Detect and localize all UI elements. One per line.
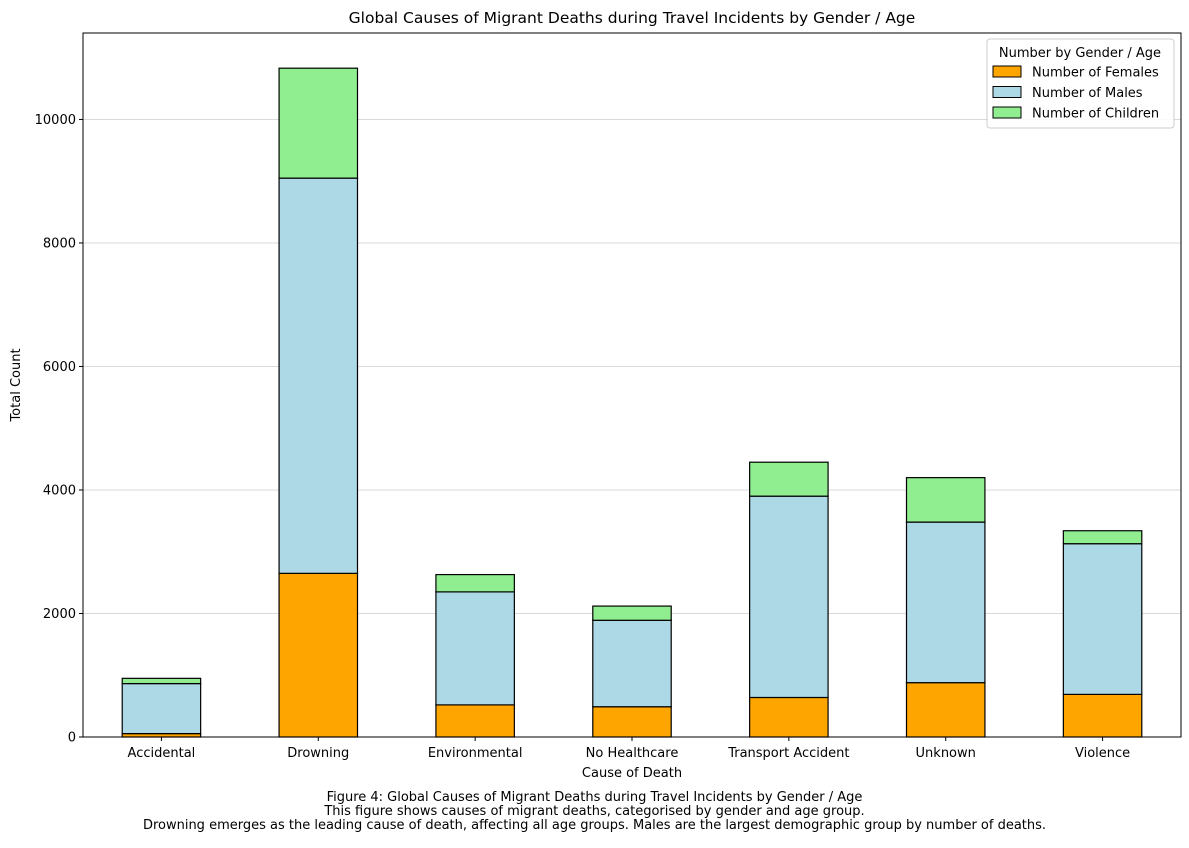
y-tick-label: 2000 (43, 607, 76, 622)
legend-swatch (992, 86, 1022, 98)
x-tick-label: Accidental (128, 746, 196, 761)
bar-segment (592, 605, 672, 621)
y-tick-label: 10000 (35, 113, 76, 128)
y-tick-label: 4000 (43, 483, 76, 498)
legend-swatch (992, 65, 1022, 78)
bar-segment (278, 177, 359, 574)
legend-label: Number of Males (1032, 86, 1143, 101)
legend-title: Number by Gender / Age (999, 46, 1161, 61)
caption-line-2: This figure shows causes of migrant deat… (324, 804, 865, 819)
bar-segment (435, 573, 515, 593)
bar-segment (435, 591, 515, 706)
x-axis: Accidental Drowning Environmental No Health… (128, 737, 1130, 761)
grid-lines (83, 118, 1181, 614)
bar-segment (1062, 693, 1143, 738)
bar-segment (749, 495, 829, 699)
y-axis: 0 2000 4000 6000 8000 10000 (35, 113, 83, 746)
y-axis-label: Total Count (9, 348, 24, 422)
caption-line-1: Figure 4: Global Causes of Migrant Death… (326, 790, 863, 805)
x-axis-label: Cause of Death (582, 766, 682, 781)
x-tick-label: Unknown (916, 746, 976, 761)
legend-swatch (992, 106, 1022, 119)
caption-line-3: Drowning emerges as the leading cause of… (142, 818, 1047, 833)
chart-title: Global Causes of Migrant Deaths during T… (349, 9, 916, 27)
bar-segment (749, 696, 829, 738)
bar-segment (905, 682, 986, 738)
bars (121, 67, 1143, 738)
x-tick-label: No Healthcare (586, 746, 679, 761)
y-tick-label: 0 (68, 731, 76, 746)
bar-segment (592, 706, 672, 738)
stacked-bar-chart: 0 2000 4000 6000 8000 10000 Accidental Drownin… (9, 9, 1182, 781)
y-tick-label: 8000 (43, 236, 76, 251)
bar-segment (592, 619, 672, 708)
legend-label: Number of Females (1032, 66, 1159, 81)
legend-frame (986, 38, 1175, 129)
x-tick-label: Drowning (287, 746, 349, 761)
bar-segment (1062, 543, 1143, 695)
bar-segment (905, 477, 986, 523)
legend-items: Number of Females Number of Males Number o… (992, 65, 1159, 122)
bar-segment (121, 682, 202, 735)
x-tick-label: Violence (1075, 746, 1130, 761)
legend: Number by Gender / Age Number of Females… (986, 38, 1175, 129)
bar-segment (905, 521, 986, 684)
legend-label: Number of Children (1032, 107, 1159, 122)
y-tick-label: 6000 (43, 360, 76, 375)
bar-segment (278, 572, 359, 738)
bar-segment (121, 677, 202, 685)
bar-segment (749, 461, 829, 497)
figure-caption: Figure 4: Global Causes of Migrant Death… (0, 791, 1189, 833)
bar-segment (1062, 530, 1143, 545)
bar-segment (278, 67, 359, 179)
x-tick-label: Environmental (428, 746, 523, 761)
x-tick-label: Transport Accident (727, 746, 849, 761)
bar-segment (435, 704, 515, 738)
